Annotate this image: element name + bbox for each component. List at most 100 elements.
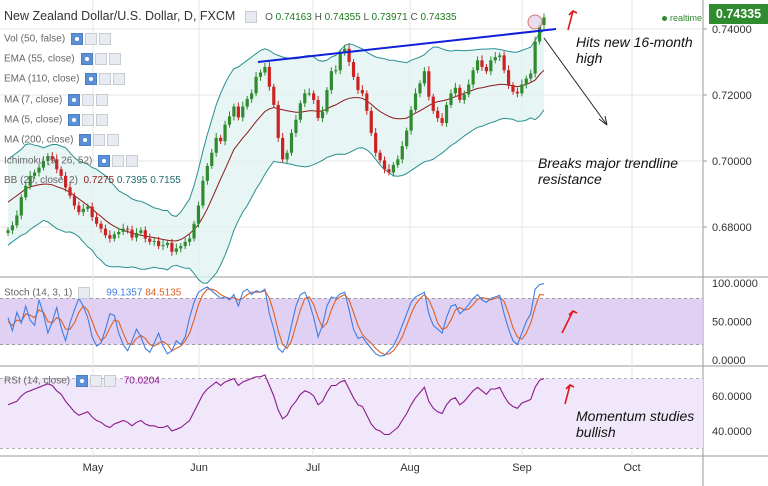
- settings-icon[interactable]: [90, 375, 103, 387]
- candle-body: [413, 93, 418, 110]
- close-icon[interactable]: [96, 114, 109, 126]
- new-high-marker: [527, 14, 543, 30]
- candle-body: [6, 230, 10, 233]
- stoch-k-value: 99.1357: [106, 287, 143, 299]
- red-arrow-price-head: [568, 10, 578, 16]
- settings-icon[interactable]: [78, 287, 91, 299]
- close-icon[interactable]: [99, 33, 112, 45]
- candle-body: [467, 84, 471, 95]
- candle-body: [325, 90, 329, 112]
- indicator-vol[interactable]: Vol (50, false): [4, 33, 113, 45]
- price-tick-label: 0.74000: [712, 24, 752, 36]
- close-icon[interactable]: [96, 94, 109, 106]
- candle-body: [72, 195, 77, 206]
- eye-icon[interactable]: [76, 375, 89, 387]
- eye-icon[interactable]: [80, 53, 93, 65]
- settings-icon[interactable]: [112, 155, 125, 167]
- candle-body: [41, 161, 46, 168]
- stoch-legend[interactable]: Stoch (14, 3, 1) 99.1357 84.5135: [4, 287, 182, 299]
- rsi-value: 70.0204: [123, 375, 160, 387]
- rsi-legend[interactable]: RSI (14, close) 70.0204: [4, 375, 160, 387]
- settings-icon[interactable]: [85, 33, 98, 45]
- bollinger-bands: [7, 30, 545, 284]
- time-tick-label: Jul: [306, 462, 320, 474]
- close-value: 0.74335: [420, 12, 457, 23]
- candle-body: [276, 104, 280, 138]
- candle-body: [174, 248, 178, 252]
- candle-body: [471, 70, 475, 85]
- candle-body: [484, 66, 489, 72]
- bb-upper-line: [7, 30, 545, 217]
- candle-body: [165, 242, 170, 246]
- candle-body: [112, 234, 116, 239]
- eye-icon[interactable]: [68, 94, 81, 106]
- eye-icon[interactable]: [98, 155, 111, 167]
- close-icon[interactable]: [113, 73, 126, 85]
- candle-body: [245, 98, 249, 107]
- indicator-ema55[interactable]: EMA (55, close): [4, 53, 123, 65]
- time-tick-label: Jun: [190, 462, 208, 474]
- price-tick-label: 0.70000: [712, 156, 752, 168]
- time-tick-label: Sep: [512, 462, 532, 474]
- candle-body: [334, 70, 338, 72]
- candle-body: [241, 106, 245, 118]
- candle-body: [444, 104, 449, 124]
- indicator-ma200[interactable]: MA (200, close): [4, 134, 121, 146]
- candle-body: [285, 152, 289, 160]
- stoch-tick-label: 50.0000: [712, 317, 752, 329]
- candle-body: [157, 240, 161, 247]
- candle-body: [254, 76, 258, 94]
- candle-body: [374, 132, 378, 153]
- chart-header: New Zealand Dollar/U.S. Dollar, D, FXCM …: [4, 9, 457, 24]
- candle-body: [86, 206, 90, 209]
- bb-upper-value: 0.7395: [116, 175, 148, 186]
- candle-body: [179, 246, 183, 249]
- close-icon[interactable]: [107, 134, 120, 146]
- chart-title: New Zealand Dollar/U.S. Dollar, D, FXCM: [4, 9, 236, 23]
- rsi-series-line: [7, 374, 545, 436]
- candle-body: [498, 55, 502, 58]
- candle-body: [250, 93, 254, 99]
- indicator-bb[interactable]: BB (20, close, 2) 0.7275 0.7395 0.7155: [4, 175, 181, 186]
- stoch-k-line: [7, 283, 545, 357]
- indicator-ma5[interactable]: MA (5, close): [4, 114, 110, 126]
- eye-icon[interactable]: [79, 134, 92, 146]
- rsi-band-fill: [0, 378, 703, 449]
- close-icon[interactable]: [108, 53, 121, 65]
- candle-body: [405, 130, 409, 147]
- eye-icon[interactable]: [68, 114, 81, 126]
- breakout-arrow-shaft: [543, 37, 608, 126]
- settings-icon[interactable]: [99, 73, 112, 85]
- eye-icon[interactable]: [71, 33, 84, 45]
- settings-icon[interactable]: [93, 134, 106, 146]
- ohlc-values: O 0.74163 H 0.74355 L 0.73971 C 0.74335: [265, 12, 457, 23]
- candle-body: [130, 229, 134, 238]
- bb-lower-value: 0.7155: [150, 175, 181, 186]
- candle-body: [378, 152, 382, 161]
- candle-body: [396, 159, 400, 165]
- close-icon[interactable]: [126, 155, 139, 167]
- settings-icon[interactable]: [94, 53, 107, 65]
- candle-body: [10, 225, 15, 231]
- settings-icon[interactable]: [244, 11, 257, 24]
- candle-body: [281, 137, 285, 160]
- candle-body: [32, 172, 37, 176]
- candle-body: [458, 87, 462, 100]
- candle-body: [312, 93, 316, 100]
- candle-body: [409, 109, 413, 131]
- stoch-tick-label: 0.0000: [712, 355, 746, 367]
- candle-body: [50, 156, 54, 160]
- indicator-ichimoku[interactable]: Ichimoku (9, 26, 52): [4, 155, 140, 167]
- indicator-ema110[interactable]: EMA (110, close): [4, 73, 127, 85]
- candle-body: [161, 245, 165, 247]
- close-icon[interactable]: [104, 375, 117, 387]
- red-arrow-stoch-head: [568, 310, 578, 316]
- settings-icon[interactable]: [82, 114, 95, 126]
- settings-icon[interactable]: [82, 94, 95, 106]
- candle-body: [307, 93, 311, 95]
- low-value: 0.73971: [371, 12, 408, 23]
- indicator-ma7[interactable]: MA (7, close): [4, 94, 110, 106]
- candle-body: [489, 60, 493, 72]
- eye-icon[interactable]: [85, 73, 98, 85]
